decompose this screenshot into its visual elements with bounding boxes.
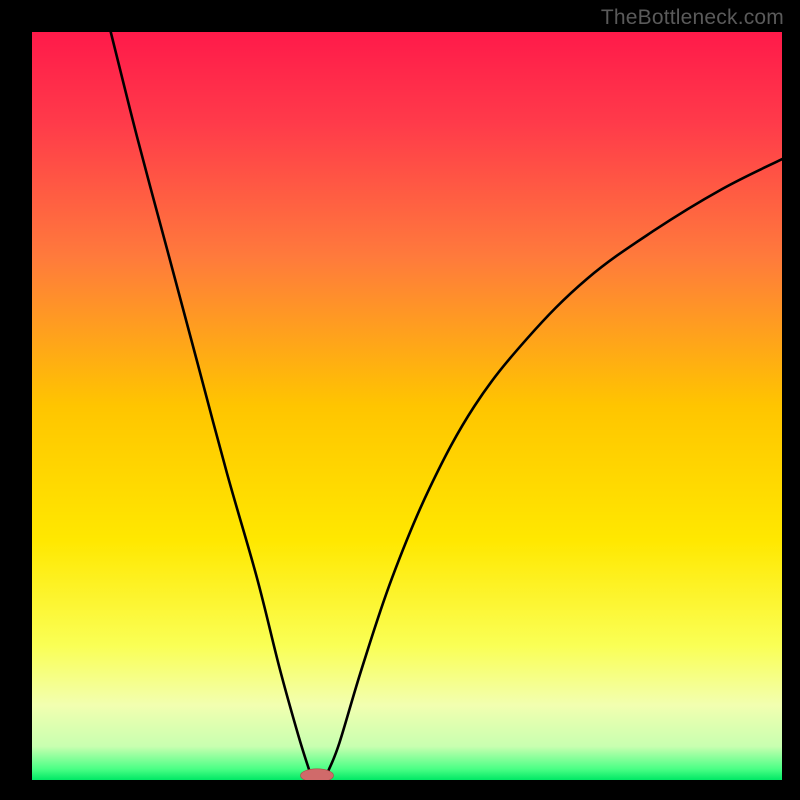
- plot-gradient-background: [32, 32, 782, 780]
- bottleneck-curve-chart: [0, 0, 800, 800]
- chart-container: TheBottleneck.com: [0, 0, 800, 800]
- watermark-text: TheBottleneck.com: [601, 6, 784, 30]
